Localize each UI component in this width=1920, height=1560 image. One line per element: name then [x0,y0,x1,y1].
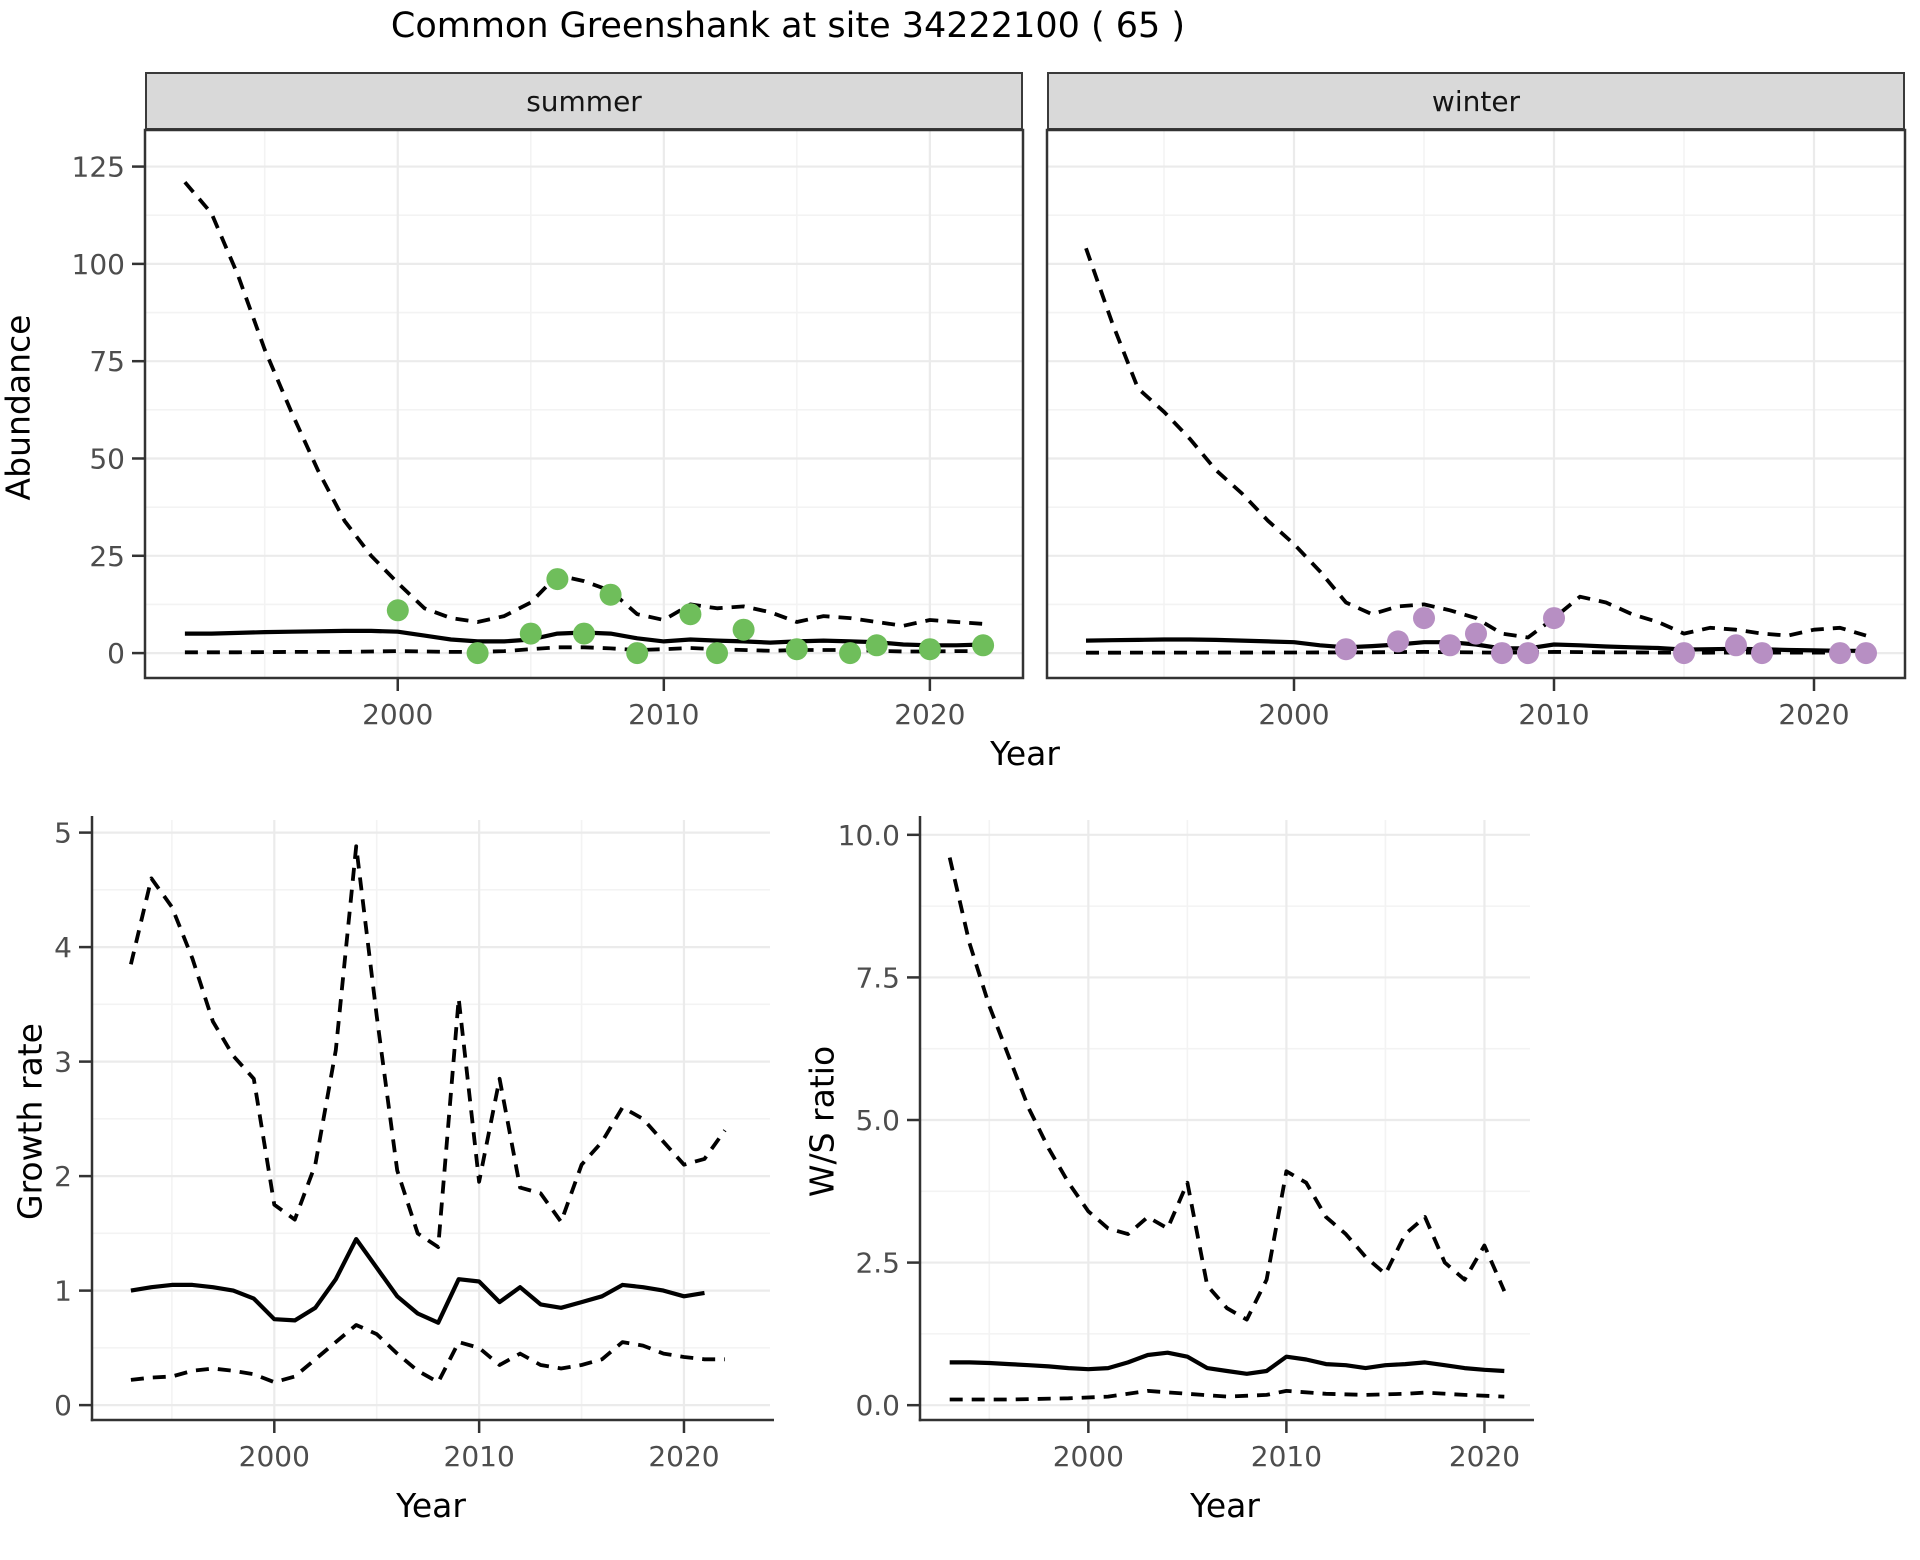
chart-title: Common Greenshank at site 34222100 ( 65 … [390,6,1186,46]
panel-border [1045,128,1907,680]
y-axis-ticks: 0 1 2 3 4 5 [54,817,91,1422]
svg-text:2010: 2010 [444,1440,515,1473]
panel-border [143,128,1025,680]
major-gridlines [920,820,1530,1420]
minor-gridlines [92,820,770,1420]
svg-text:0.0: 0.0 [855,1389,900,1422]
year-axis-label-growth: Year [396,1486,466,1525]
facet-strip-summer-label: summer [526,84,642,118]
series-lower_ci [130,1323,725,1385]
svg-text:75: 75 [89,345,125,378]
observation-points [1335,607,1877,665]
series-lower_ci [1085,650,1867,655]
facet-strip-winter-label: winter [1431,84,1521,118]
series-upper_ci [129,844,727,1250]
minor-gridlines [1047,130,1905,678]
series-upper_ci [1084,247,1867,640]
svg-text:3: 3 [54,1046,72,1079]
series-upper_ci [183,180,984,628]
svg-text:2010: 2010 [1518,698,1589,731]
svg-text:10.0: 10.0 [838,819,900,852]
major-gridlines [145,130,1023,678]
facet-strip-summer: summer [145,72,1023,130]
summer-abundance-chart: 2000 2010 2020 0 25 50 75 100 125 [72,128,1025,731]
svg-text:2: 2 [54,1160,72,1193]
y-axis-ticks: 0.0 2.5 5.0 7.5 10.0 [838,819,919,1422]
ws-ratio-chart: 2000 2010 2020 0.0 2.5 5.0 7.5 10.0 [838,816,1534,1473]
svg-text:4: 4 [54,931,72,964]
svg-text:2000: 2000 [1053,1440,1124,1473]
major-gridlines [92,820,770,1420]
svg-text:2000: 2000 [239,1440,310,1473]
growth-rate-chart: 2000 2010 2020 0 1 2 3 4 5 [54,816,774,1473]
svg-text:2020: 2020 [1778,698,1849,731]
x-axis-ticks: 2000 2010 2020 [1258,679,1850,731]
svg-text:0: 0 [107,637,125,670]
svg-text:125: 125 [72,151,125,184]
svg-text:5.0: 5.0 [855,1104,900,1137]
svg-text:2020: 2020 [648,1440,719,1473]
svg-text:2010: 2010 [628,698,699,731]
axis-lines [90,816,774,1422]
series-median [949,1350,1505,1376]
svg-text:2000: 2000 [362,698,433,731]
svg-text:100: 100 [72,248,125,281]
major-gridlines [1047,130,1905,678]
svg-text:1: 1 [54,1275,72,1308]
svg-text:25: 25 [89,540,125,573]
svg-text:50: 50 [89,442,125,475]
svg-text:5: 5 [54,817,72,850]
x-axis-ticks: 2000 2010 2020 [239,1421,720,1473]
axis-lines [918,816,1534,1422]
series-median [130,1237,705,1325]
minor-gridlines [145,130,1023,678]
svg-text:0: 0 [54,1389,72,1422]
svg-text:2.5: 2.5 [855,1247,900,1280]
series-upper_ci [947,857,1507,1322]
observation-points [386,568,995,665]
winter-abundance-chart: 2000 2010 2020 [1045,128,1907,731]
svg-text:2020: 2020 [894,698,965,731]
series-lower_ci [184,645,984,655]
abundance-axis-label: Abundance [0,314,38,501]
series-lower_ci [949,1389,1505,1402]
svg-text:7.5: 7.5 [855,961,900,994]
svg-text:2010: 2010 [1251,1440,1322,1473]
year-axis-label-top: Year [990,734,1060,773]
svg-text:2000: 2000 [1258,698,1329,731]
year-axis-label-ws: Year [1190,1486,1260,1525]
x-axis-ticks: 2000 2010 2020 [362,679,966,731]
y-axis-ticks: 0 25 50 75 100 125 [72,151,144,670]
svg-text:2020: 2020 [1449,1440,1520,1473]
x-axis-ticks: 2000 2010 2020 [1053,1421,1520,1473]
